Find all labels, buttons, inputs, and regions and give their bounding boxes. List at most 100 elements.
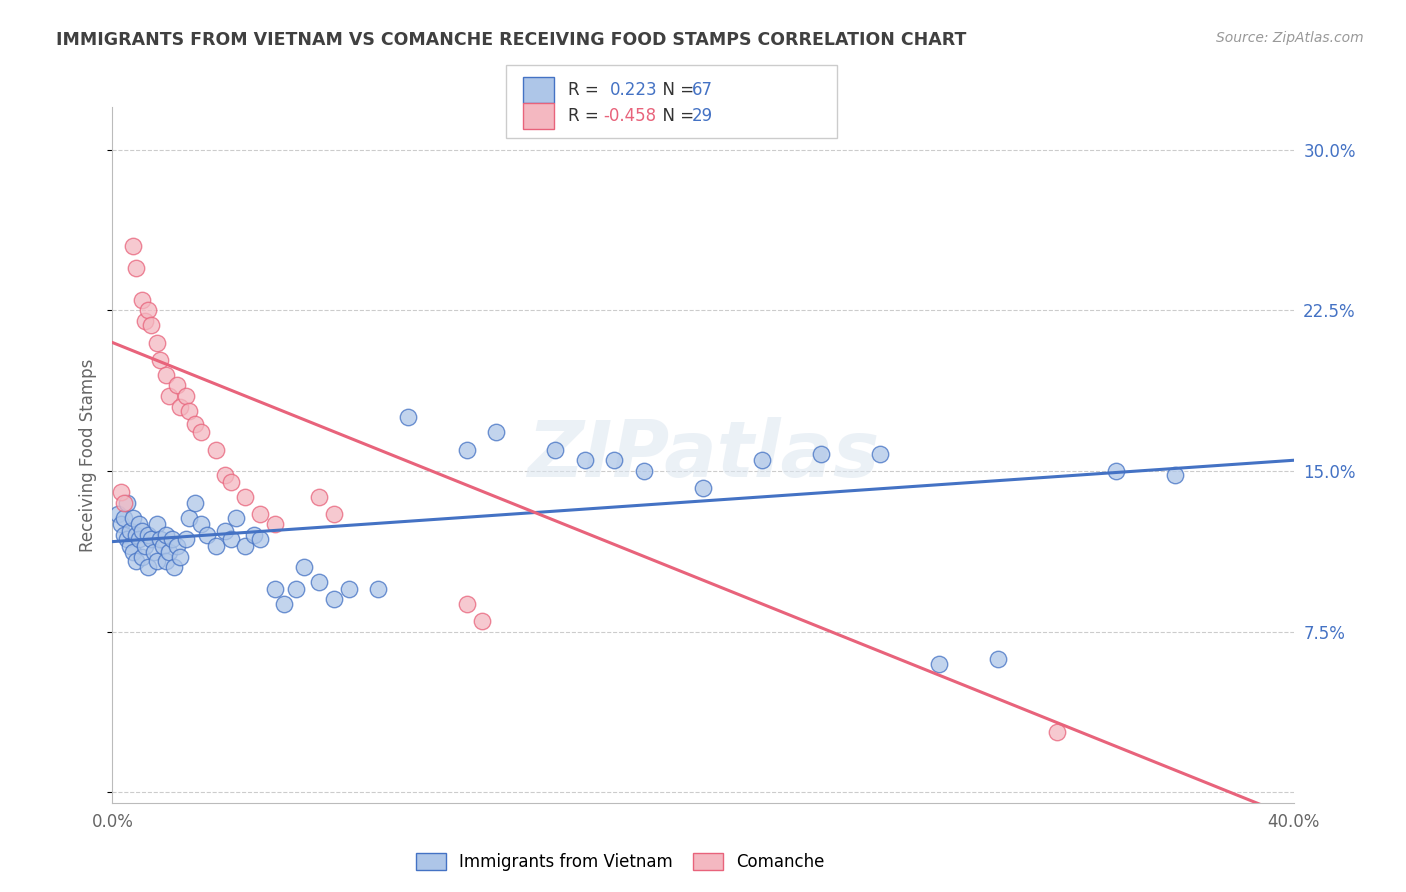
Point [157,389,180,403]
Point [249,507,271,521]
Point [174,389,197,403]
Point [987,652,1010,666]
Point [136,303,159,318]
Point [120,524,142,538]
Point [166,539,188,553]
Point [146,554,169,568]
Point [456,597,478,611]
Text: ZIPatlas: ZIPatlas [527,417,879,493]
Point [292,560,315,574]
Point [205,539,228,553]
Point [110,517,132,532]
Point [122,545,145,559]
Point [166,378,188,392]
Point [243,528,266,542]
Point [125,260,148,275]
Point [249,533,271,547]
Point [284,582,307,596]
Point [184,496,207,510]
Point [692,481,714,495]
Text: 67: 67 [692,81,713,99]
Point [367,582,389,596]
Point [136,528,159,542]
Point [1105,464,1128,478]
Point [163,560,186,574]
Point [810,447,832,461]
Point [470,614,494,628]
Point [134,314,156,328]
Point [131,524,153,538]
Text: N =: N = [652,107,700,125]
Point [219,533,242,547]
Y-axis label: Receiving Food Stamps: Receiving Food Stamps [79,359,97,551]
Point [110,485,132,500]
Point [308,490,330,504]
Point [396,410,419,425]
Point [1164,468,1187,483]
Point [308,575,330,590]
Point [134,539,156,553]
Text: N =: N = [652,81,700,99]
Point [120,539,142,553]
Text: -0.458: -0.458 [603,107,657,125]
Point [117,496,138,510]
Point [157,545,180,559]
Point [323,592,346,607]
Point [574,453,596,467]
Point [1046,725,1069,739]
Point [869,447,891,461]
Point [139,318,162,333]
Point [633,464,655,478]
Point [544,442,567,457]
Point [184,417,207,431]
Point [323,507,346,521]
Point [337,582,360,596]
Point [179,404,201,418]
Point [149,352,172,367]
Point [214,468,236,483]
Point [107,507,129,521]
Point [128,533,150,547]
Text: Source: ZipAtlas.com: Source: ZipAtlas.com [1216,31,1364,45]
Point [131,293,153,307]
Point [195,528,218,542]
Point [125,554,148,568]
Text: 0.223: 0.223 [610,81,658,99]
Point [225,511,247,525]
Point [142,545,165,559]
Point [751,453,773,467]
Point [155,368,177,382]
Point [122,239,145,253]
Point [174,533,197,547]
Point [136,560,159,574]
Point [190,425,212,440]
Point [205,442,228,457]
Point [128,517,150,532]
Point [112,496,135,510]
Point [219,475,242,489]
Point [603,453,626,467]
Point [214,524,236,538]
Point [169,549,191,564]
Point [264,582,287,596]
Text: R =: R = [568,107,605,125]
Point [264,517,287,532]
Point [117,533,138,547]
Point [928,657,950,671]
Point [160,533,183,547]
Point [149,533,172,547]
Point [139,533,162,547]
Text: 29: 29 [692,107,713,125]
Point [112,511,135,525]
Point [122,511,145,525]
Point [233,539,256,553]
Point [131,549,153,564]
Point [456,442,478,457]
Point [233,490,256,504]
Point [155,528,177,542]
Point [485,425,508,440]
Point [169,400,191,414]
Point [152,539,174,553]
Point [125,528,148,542]
Text: IMMIGRANTS FROM VIETNAM VS COMANCHE RECEIVING FOOD STAMPS CORRELATION CHART: IMMIGRANTS FROM VIETNAM VS COMANCHE RECE… [56,31,966,49]
